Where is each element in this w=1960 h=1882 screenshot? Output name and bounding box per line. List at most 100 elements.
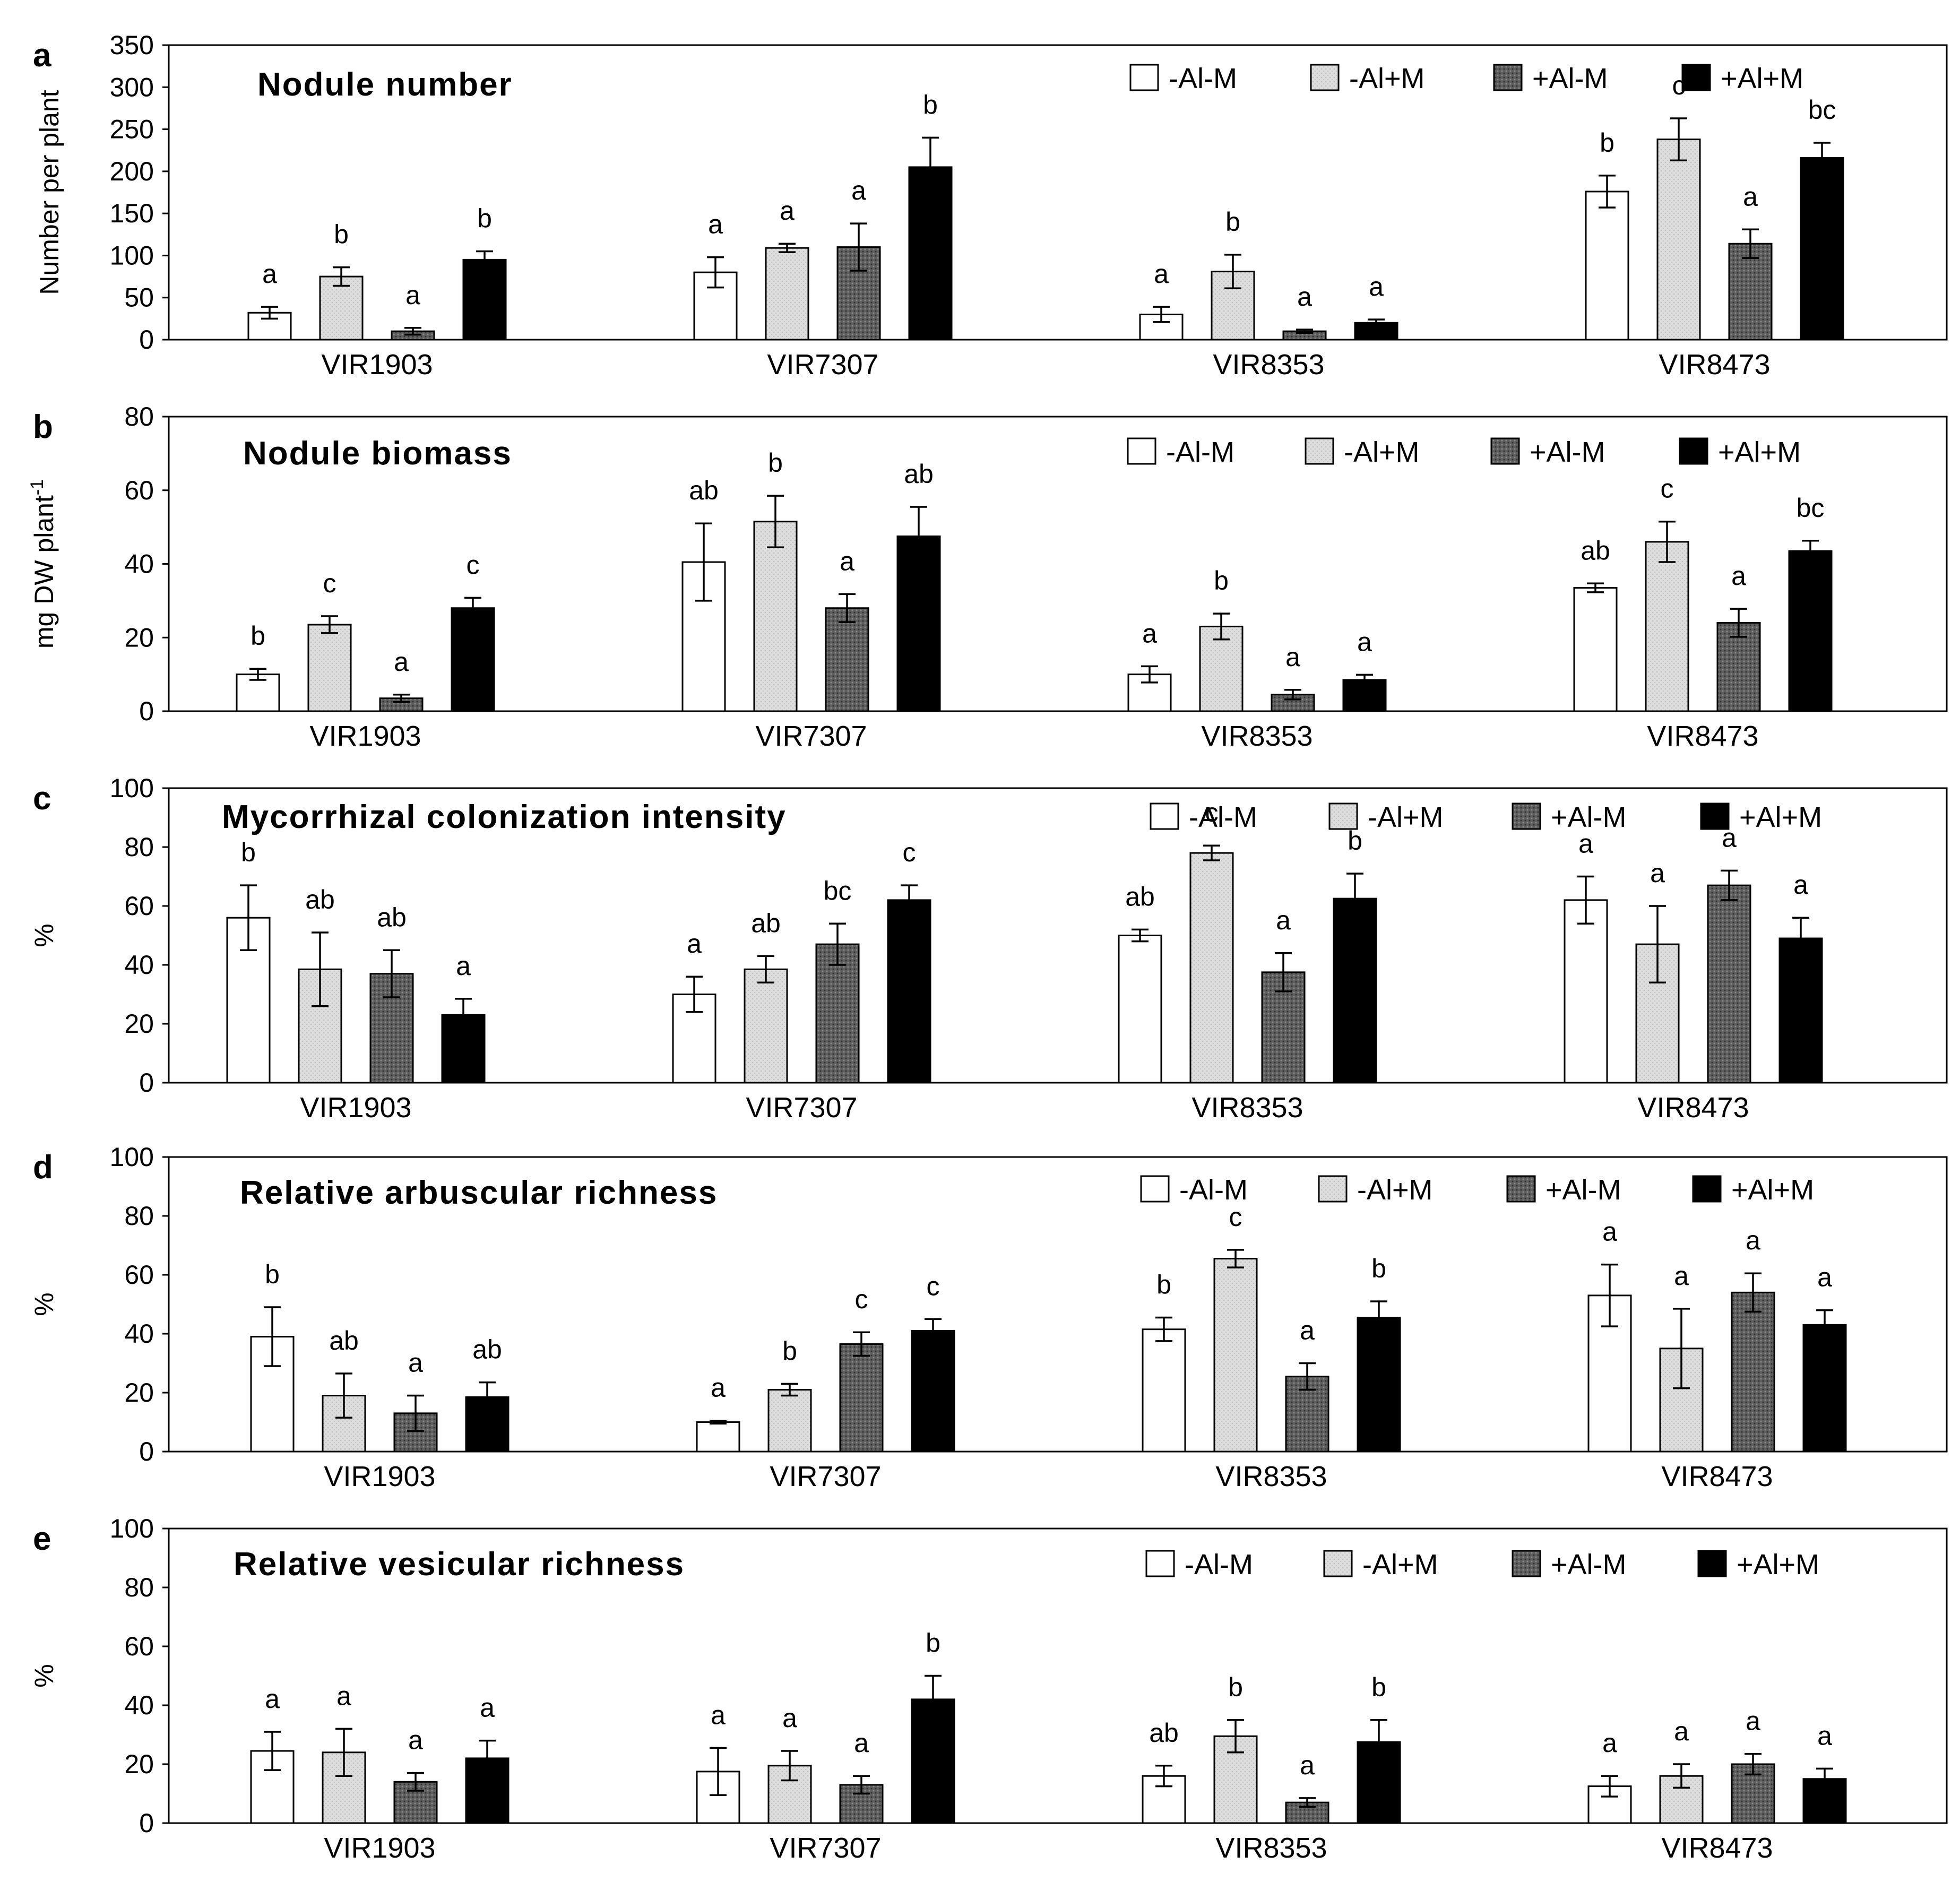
panel-title: Relative vesicular richness	[234, 1546, 685, 1583]
legend-label: -Al-M	[1166, 436, 1234, 468]
significance-letter: a	[1650, 858, 1665, 888]
significance-letter: a	[708, 210, 723, 239]
plot-frame	[168, 44, 1948, 341]
significance-letter: c	[323, 568, 336, 598]
bar	[696, 1421, 740, 1453]
y-tick-label: 60	[124, 891, 154, 921]
bar	[1189, 852, 1234, 1084]
y-tick-label: 300	[110, 72, 154, 102]
significance-letter: ab	[689, 476, 719, 505]
legend-swatch	[1305, 437, 1334, 465]
significance-letter: a	[1793, 870, 1808, 900]
bar	[839, 1343, 884, 1453]
significance-letter: a	[394, 647, 409, 677]
significance-letter: c	[1229, 1202, 1242, 1232]
significance-letter: b	[1228, 1672, 1243, 1702]
legend-swatch	[1692, 1175, 1722, 1203]
significance-letter: b	[1371, 1254, 1386, 1283]
bar	[1585, 191, 1629, 341]
panel-letter: b	[33, 409, 53, 445]
legend-swatch	[1697, 1550, 1727, 1577]
significance-letter: bc	[1808, 95, 1836, 125]
y-tick-label: 0	[139, 1437, 154, 1466]
significance-letter: a	[1817, 1721, 1832, 1750]
bar	[1645, 541, 1689, 712]
y-axis-label: %	[29, 1664, 59, 1687]
y-tick-label: 80	[124, 832, 154, 862]
bar	[319, 275, 364, 341]
legend-label: +Al-M	[1551, 801, 1627, 833]
legend-swatch	[1512, 1550, 1541, 1577]
y-tick-label: 80	[124, 402, 154, 431]
legend-label: -Al-M	[1185, 1549, 1253, 1581]
legend-label: +Al-M	[1530, 436, 1605, 468]
significance-letter: ab	[329, 1326, 359, 1356]
bar	[250, 1750, 295, 1824]
panel-a: a 0 50 100 150 200 250 300 350 Number per plant No…	[33, 30, 1948, 381]
significance-letter: a	[1369, 272, 1384, 301]
x-category-label: VIR8473	[1661, 1461, 1773, 1492]
bar	[767, 1388, 812, 1453]
bar	[451, 607, 495, 712]
bar	[825, 607, 869, 712]
x-category-label: VIR8353	[1213, 349, 1324, 381]
legend-label: +Al+M	[1737, 1549, 1819, 1581]
legend-label: -Al+M	[1362, 1549, 1438, 1581]
significance-letter: a	[1746, 1706, 1760, 1736]
panel-title: Mycorrhizal colonization intensity	[222, 799, 787, 835]
bar	[693, 271, 738, 341]
bar	[462, 258, 507, 341]
legend-swatch	[1493, 64, 1523, 91]
bar	[1731, 1291, 1775, 1453]
bar	[1357, 1316, 1401, 1453]
bar	[1707, 884, 1751, 1084]
significance-letter: a	[1276, 905, 1291, 935]
legend-label: -Al-M	[1189, 801, 1257, 833]
panel-letter: e	[33, 1521, 51, 1557]
significance-letter: ab	[1149, 1718, 1179, 1748]
legend-label: +Al+M	[1731, 1174, 1814, 1206]
significance-letter: a	[711, 1373, 726, 1403]
y-tick-label: 40	[124, 1690, 154, 1720]
significance-letter: a	[711, 1700, 726, 1730]
x-category-label: VIR8473	[1647, 720, 1758, 752]
x-category-label: VIR8473	[1659, 349, 1770, 381]
legend-swatch	[1323, 1550, 1353, 1577]
significance-letter: a	[1817, 1263, 1832, 1292]
significance-letter: a	[1578, 829, 1593, 859]
legend-swatch	[1140, 1175, 1170, 1203]
bar	[1333, 897, 1377, 1084]
legend-swatch	[1490, 437, 1520, 465]
significance-letter: a	[262, 259, 277, 289]
x-category-label: VIR8353	[1201, 720, 1313, 752]
panel-letter: d	[33, 1149, 53, 1186]
significance-letter: b	[1156, 1270, 1171, 1299]
significance-letter: c	[903, 838, 916, 867]
bar	[1199, 625, 1244, 712]
significance-letter: b	[265, 1259, 280, 1289]
x-category-label: VIR7307	[755, 720, 867, 752]
significance-letter: ab	[1125, 882, 1155, 911]
significance-letter: c	[467, 550, 480, 580]
legend-label: -Al+M	[1368, 801, 1444, 833]
significance-letter: ab	[1581, 536, 1610, 565]
significance-letter: a	[1300, 1316, 1315, 1345]
x-category-label: VIR8473	[1661, 1832, 1773, 1864]
legend-swatch	[1145, 1550, 1175, 1577]
significance-letter: a	[854, 1728, 869, 1758]
bar	[1118, 935, 1162, 1084]
significance-letter: b	[782, 1336, 797, 1366]
y-tick-label: 0	[139, 1808, 154, 1838]
legend-swatch	[1150, 802, 1179, 830]
legend-label: +Al+M	[1739, 801, 1822, 833]
y-axis-label: Number per plant	[34, 90, 64, 295]
y-tick-label: 100	[110, 773, 154, 803]
x-category-label: VIR1903	[300, 1092, 411, 1124]
legend-swatch	[1129, 64, 1159, 91]
legend-label: -Al+M	[1349, 63, 1425, 94]
significance-letter: b	[477, 204, 492, 234]
x-category-label: VIR7307	[746, 1092, 857, 1124]
significance-letter: a	[851, 176, 866, 205]
significance-letter: ab	[751, 908, 781, 938]
